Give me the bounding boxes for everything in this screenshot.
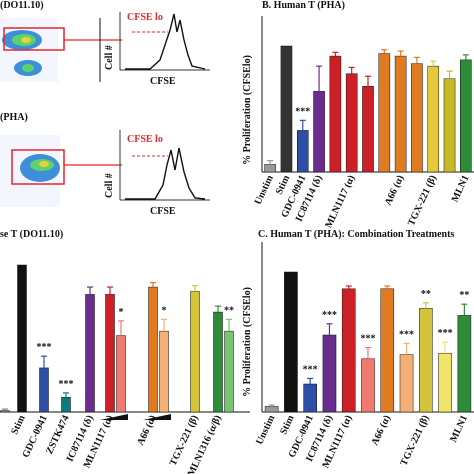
bar xyxy=(313,91,325,173)
dot-cloud xyxy=(21,37,31,43)
bar xyxy=(322,334,337,413)
x-tick-label: MLN1 xyxy=(450,174,472,204)
bar xyxy=(411,63,423,173)
bar xyxy=(457,315,472,413)
significance: *** xyxy=(59,379,74,390)
gate-label: CFSE lo xyxy=(127,134,163,145)
bar xyxy=(85,294,95,413)
significance: *** xyxy=(37,342,52,353)
bar xyxy=(284,271,298,413)
bar xyxy=(159,330,169,413)
bar xyxy=(378,53,391,173)
x-tick-label: TGX-221 (β) xyxy=(399,414,432,468)
chart-title: C. Human T (PHA): Combination Treatments xyxy=(258,229,454,240)
bar xyxy=(39,367,49,413)
bar xyxy=(341,288,356,413)
chart-title: B. Human T (PHA) xyxy=(262,0,345,11)
bar xyxy=(361,358,375,413)
x-tick-label: MLN1117 (α) xyxy=(323,174,357,230)
chart-title: se T (DO11.10) xyxy=(0,229,63,240)
bar xyxy=(419,308,433,413)
significance: *** xyxy=(399,329,414,340)
significance: * xyxy=(162,305,167,316)
gate xyxy=(11,149,65,185)
significance: *** xyxy=(361,334,376,345)
gate xyxy=(3,27,65,51)
significance: ** xyxy=(224,305,234,316)
bar xyxy=(443,78,456,173)
bar xyxy=(399,354,414,413)
dose-wedge xyxy=(100,414,128,420)
bar xyxy=(213,311,223,413)
bar xyxy=(438,352,452,413)
x-tick-label: TGX-221 (β) xyxy=(406,174,439,228)
x-label: CFSE xyxy=(150,76,176,87)
x-tick-label: Unstim xyxy=(253,173,276,206)
bar xyxy=(105,294,115,413)
x-tick-label: A66 (α) xyxy=(135,414,158,448)
flow-panel: (DO11.10) CFSE lo Cell # CFSE xyxy=(0,0,210,87)
flow-panel: (PHA) CFSE lo Cell # CFSE xyxy=(0,112,210,217)
bar xyxy=(427,65,440,173)
y-axis-label: % Proliferation (CFSElo) xyxy=(242,55,253,165)
x-tick-label: Stim xyxy=(9,413,28,436)
bar xyxy=(303,383,317,413)
significance: *** xyxy=(322,310,337,321)
bar xyxy=(17,264,27,413)
significance: ** xyxy=(459,290,469,301)
histogram xyxy=(125,13,206,70)
histogram xyxy=(125,147,206,200)
x-label: CFSE xyxy=(150,206,176,217)
x-tick-label: A66 (α) xyxy=(383,174,406,208)
y-axis-label: % Proliferation (CFSElo) xyxy=(242,287,253,397)
panel-title: (PHA) xyxy=(0,112,28,123)
bar xyxy=(329,55,342,173)
bar xyxy=(148,286,158,413)
bar xyxy=(345,73,358,173)
bar xyxy=(296,130,309,173)
bar xyxy=(0,410,10,413)
gate-label: CFSE lo xyxy=(127,12,163,23)
dot-cloud xyxy=(22,64,34,72)
significance: * xyxy=(119,307,124,318)
x-tick-label: Unstim xyxy=(254,413,277,446)
bar xyxy=(190,291,200,413)
bar xyxy=(224,330,234,413)
bar xyxy=(264,406,279,413)
bar xyxy=(362,86,374,173)
dose-wedge xyxy=(143,414,171,420)
significance: *** xyxy=(295,106,310,117)
bar xyxy=(61,397,71,413)
x-tick-label: A66 (α) xyxy=(370,414,393,448)
dot-cloud xyxy=(39,161,49,167)
bar xyxy=(280,45,293,173)
bar xyxy=(380,288,395,413)
y-label: Cell # xyxy=(104,45,115,70)
x-tick-label: Stim xyxy=(278,413,297,436)
significance: *** xyxy=(303,364,318,375)
y-label: Cell # xyxy=(104,173,115,198)
bar xyxy=(264,164,276,173)
significance: ** xyxy=(421,289,431,300)
bar xyxy=(460,59,472,173)
significance: *** xyxy=(438,328,453,339)
x-tick-label: MLN1 xyxy=(448,414,470,444)
bar xyxy=(116,335,126,413)
bar xyxy=(394,55,407,173)
panel-title: (DO11.10) xyxy=(0,0,44,11)
